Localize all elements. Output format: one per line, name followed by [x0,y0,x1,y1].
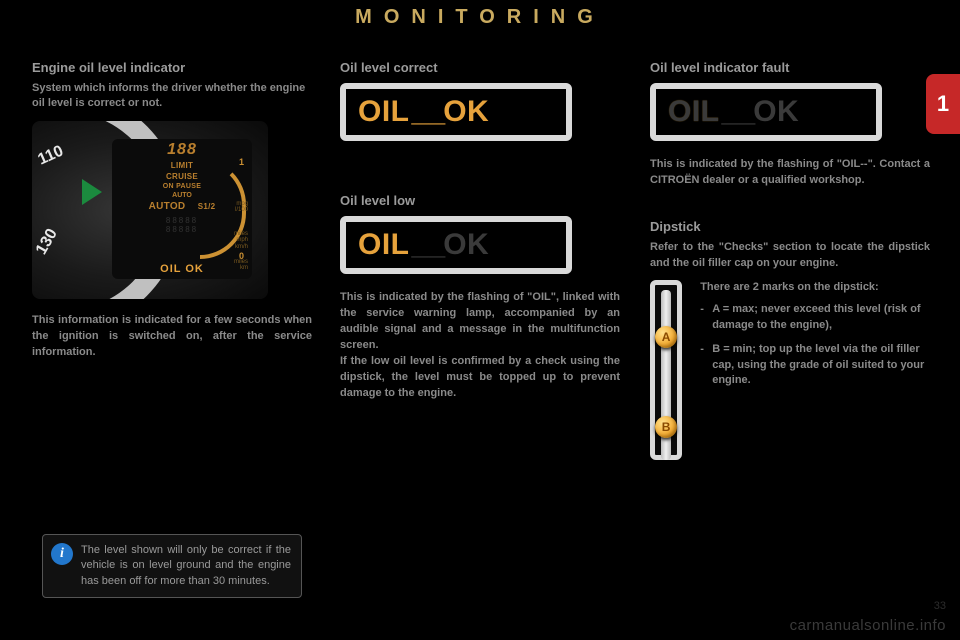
label-autod: AUTOD [149,201,186,212]
oil-low-text-2: If the low oil level is confirmed by a c… [340,354,620,402]
column-fault-dipstick: Oil level indicator fault OIL _ _ OK Thi… [650,60,930,460]
unit-miles: miles [234,231,248,238]
instrument-cluster-image: 110 130 188 LIMIT CRUISE ON PAUSE AUTO A… [32,121,268,299]
plate-correct-oil: OIL [358,95,410,129]
label-limit: LIMIT [112,161,252,170]
section-header: MONITORING [0,6,960,29]
turn-signal-arrow-icon [82,179,102,205]
unit-mpg: mpg [235,201,248,208]
column-levels: Oil level correct OIL _ _ OK Oil level l… [340,60,620,402]
lcd-screen: 188 LIMIT CRUISE ON PAUSE AUTO AUTOD S1/… [112,139,252,279]
dipstick-marks-text: There are 2 marks on the dipstick: A = m… [700,280,930,460]
heading-oil-indicator: Engine oil level indicator [32,60,312,75]
plate-correct-underscore: _ _ [412,95,442,129]
speed-readout: 188 [112,141,252,159]
unit-l100: l/100 [235,207,248,214]
plate-fault-underscore: _ _ [722,95,752,129]
display-oil-fault: OIL _ _ OK [650,83,882,141]
oil-low-text-1: This is indicated by the flashing of "OI… [340,290,620,354]
gauge-oil-ok-label: OIL OK [112,263,252,275]
dipstick-ref-text: Refer to the "Checks" section to locate … [650,240,930,272]
manual-page: MONITORING 1 Engine oil level indicator … [0,0,960,640]
dipstick-marker-a: A [655,326,677,348]
subheading-system-desc: System which informs the driver whether … [32,81,312,111]
chapter-tab: 1 [926,74,960,134]
label-auto: AUTO [172,192,192,199]
dipstick-marker-b: B [655,416,677,438]
info-callout-text: The level shown will only be correct if … [81,543,291,589]
dipstick-image: A B [650,280,682,460]
mark-a-desc: A = max; never exceed this level (risk o… [700,302,930,334]
page-number: 33 [934,600,946,612]
info-icon: i [51,543,73,565]
plate-correct-ok: OK [443,95,489,129]
unit-kmh: km/h [234,244,248,251]
heading-oil-low: Oil level low [340,193,620,208]
info-timing-text: This information is indicated for a few … [32,313,312,361]
unit-mph: mph [234,237,248,244]
plate-low-underscore: _ _ [412,228,442,262]
dipstick-rod: A B [661,290,671,460]
fault-text: This is indicated by the flashing of "OI… [650,157,930,189]
info-callout-box: i The level shown will only be correct i… [42,534,302,598]
marks-intro: There are 2 marks on the dipstick: [700,280,930,296]
display-oil-correct: OIL _ _ OK [340,83,572,141]
watermark: carmanualsonline.info [790,617,946,634]
plate-fault-ok: OK [753,95,799,129]
mark-b-desc: B = min; top up the level via the oil fi… [700,342,930,390]
heading-indicator-fault: Oil level indicator fault [650,60,930,75]
dipstick-figure-row: A B There are 2 marks on the dipstick: A… [650,280,930,460]
plate-low-oil: OIL [358,228,410,262]
plate-fault-oil: OIL [668,95,720,129]
plate-low-ok: OK [443,228,489,262]
heading-oil-correct: Oil level correct [340,60,620,75]
heading-dipstick: Dipstick [650,219,930,234]
display-oil-low: OIL _ _ OK [340,216,572,274]
arc-label-1: 1 [239,157,244,167]
column-intro: Engine oil level indicator System which … [32,60,312,361]
